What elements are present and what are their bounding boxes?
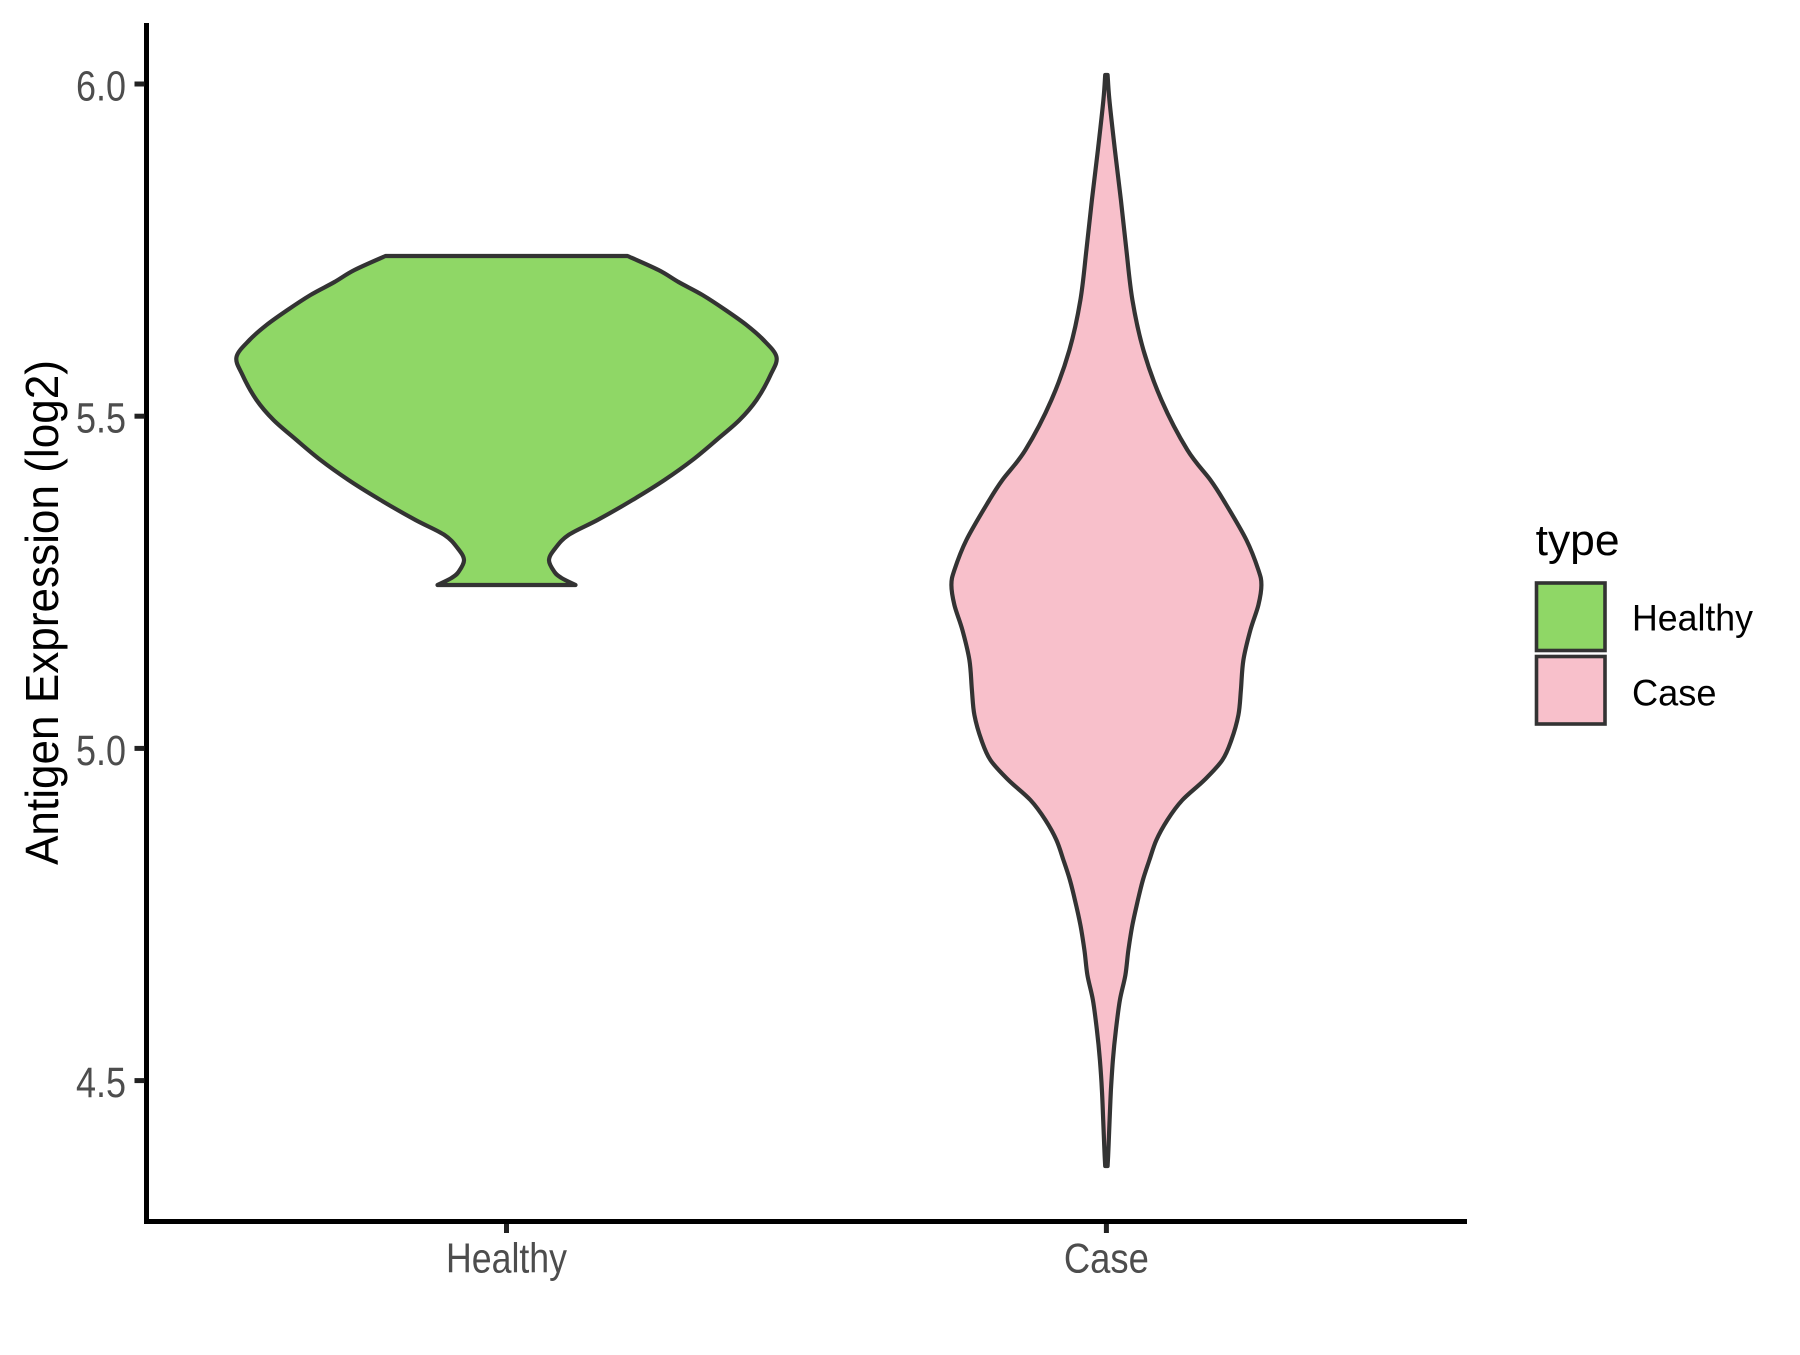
svg-text:Healthy: Healthy [446,1235,567,1282]
svg-text:5.0: 5.0 [76,727,126,775]
svg-text:Antigen Expression (log2): Antigen Expression (log2) [16,360,68,865]
svg-text:Case: Case [1064,1235,1149,1282]
svg-text:Case: Case [1632,673,1717,714]
svg-text:5.5: 5.5 [76,395,126,443]
svg-text:type: type [1536,517,1620,565]
svg-text:Healthy: Healthy [1632,598,1753,639]
svg-text:4.5: 4.5 [76,1059,126,1107]
svg-text:6.0: 6.0 [76,63,126,111]
